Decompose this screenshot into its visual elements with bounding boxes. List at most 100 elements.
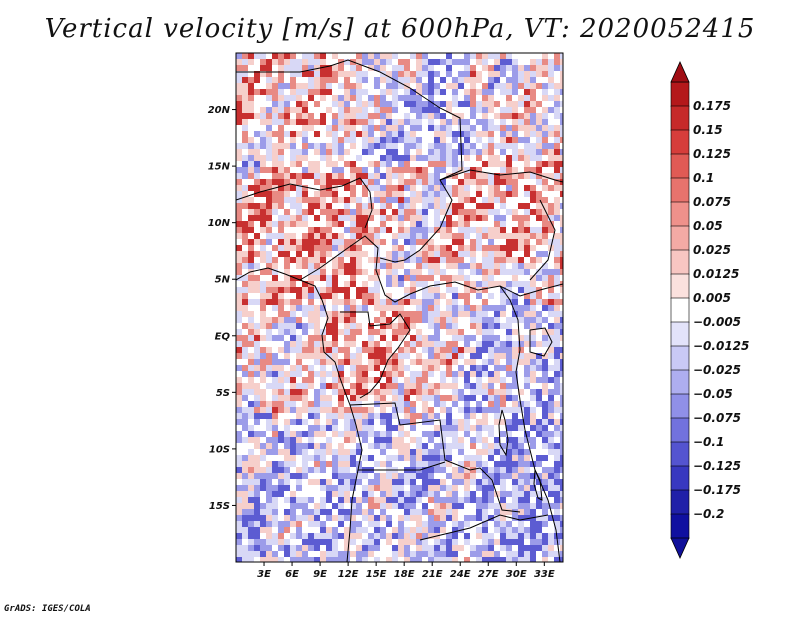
field-cell — [512, 251, 519, 258]
field-cell — [242, 365, 249, 372]
field-cell — [506, 227, 513, 234]
field-cell — [446, 467, 453, 474]
field-cell — [470, 503, 477, 510]
field-cell — [374, 161, 381, 168]
field-cell — [428, 443, 435, 450]
field-cell — [374, 473, 381, 480]
field-cell — [314, 311, 321, 318]
field-cell — [344, 353, 351, 360]
field-cell — [320, 299, 327, 306]
field-cell — [302, 503, 309, 510]
field-cell — [434, 467, 441, 474]
field-cell — [518, 299, 525, 306]
field-cell — [308, 215, 315, 222]
field-cell — [374, 293, 381, 300]
field-cell — [236, 491, 243, 498]
field-cell — [494, 257, 501, 264]
field-cell — [464, 137, 471, 144]
field-cell — [404, 383, 411, 390]
field-cell — [452, 137, 459, 144]
field-cell — [398, 305, 405, 312]
field-cell — [464, 545, 471, 552]
field-cell — [476, 329, 483, 336]
field-cell — [404, 449, 411, 456]
field-cell — [500, 473, 507, 480]
field-cell — [254, 203, 261, 210]
field-cell — [494, 449, 501, 456]
field-cell — [536, 485, 543, 492]
field-cell — [326, 395, 333, 402]
field-cell — [518, 191, 525, 198]
field-cell — [338, 287, 345, 294]
field-cell — [326, 275, 333, 282]
field-cell — [554, 329, 561, 336]
field-cell — [260, 431, 267, 438]
field-cell — [476, 503, 483, 510]
field-cell — [332, 323, 339, 330]
field-cell — [302, 467, 309, 474]
field-cell — [260, 89, 267, 96]
field-cell — [512, 233, 519, 240]
field-cell — [494, 539, 501, 546]
field-cell — [518, 83, 525, 90]
field-cell — [542, 185, 549, 192]
field-cell — [482, 467, 489, 474]
field-cell — [308, 371, 315, 378]
field-cell — [482, 455, 489, 462]
field-cell — [560, 209, 563, 216]
field-cell — [530, 359, 537, 366]
field-cell — [554, 383, 561, 390]
field-cell — [488, 239, 495, 246]
field-cell — [518, 335, 525, 342]
field-cell — [368, 341, 375, 348]
field-cell — [482, 113, 489, 120]
field-cell — [518, 341, 525, 348]
field-cell — [548, 257, 555, 264]
field-cell — [422, 131, 429, 138]
field-cell — [434, 269, 441, 276]
field-cell — [332, 197, 339, 204]
field-cell — [470, 137, 477, 144]
field-cell — [452, 545, 459, 552]
field-cell — [560, 215, 563, 222]
field-cell — [428, 101, 435, 108]
field-cell — [398, 425, 405, 432]
field-cell — [422, 299, 429, 306]
field-cell — [428, 143, 435, 150]
field-cell — [392, 185, 399, 192]
field-cell — [452, 119, 459, 126]
field-cell — [560, 71, 563, 78]
field-cell — [242, 197, 249, 204]
field-cell — [530, 539, 537, 546]
field-cell — [380, 149, 387, 156]
field-cell — [344, 419, 351, 426]
field-cell — [386, 143, 393, 150]
field-cell — [530, 533, 537, 540]
colorbar-segment — [670, 465, 690, 491]
field-cell — [296, 167, 303, 174]
field-cell — [476, 83, 483, 90]
field-cell — [500, 233, 507, 240]
field-cell — [416, 455, 423, 462]
field-cell — [338, 485, 345, 492]
field-cell — [320, 125, 327, 132]
field-cell — [308, 455, 315, 462]
field-cell — [338, 545, 345, 552]
field-cell — [320, 161, 327, 168]
border-ethiopia — [529, 199, 556, 281]
field-cell — [314, 317, 321, 324]
field-cell — [548, 137, 555, 144]
field-cell — [464, 227, 471, 234]
field-cell — [284, 401, 291, 408]
field-cell — [320, 185, 327, 192]
field-cell — [422, 521, 429, 528]
field-cell — [278, 245, 285, 252]
field-cell — [248, 125, 255, 132]
field-cell — [506, 317, 513, 324]
field-cell — [530, 365, 537, 372]
field-cell — [338, 107, 345, 114]
field-cell — [422, 269, 429, 276]
field-cell — [542, 119, 549, 126]
field-cell — [308, 539, 315, 546]
field-cell — [440, 449, 447, 456]
